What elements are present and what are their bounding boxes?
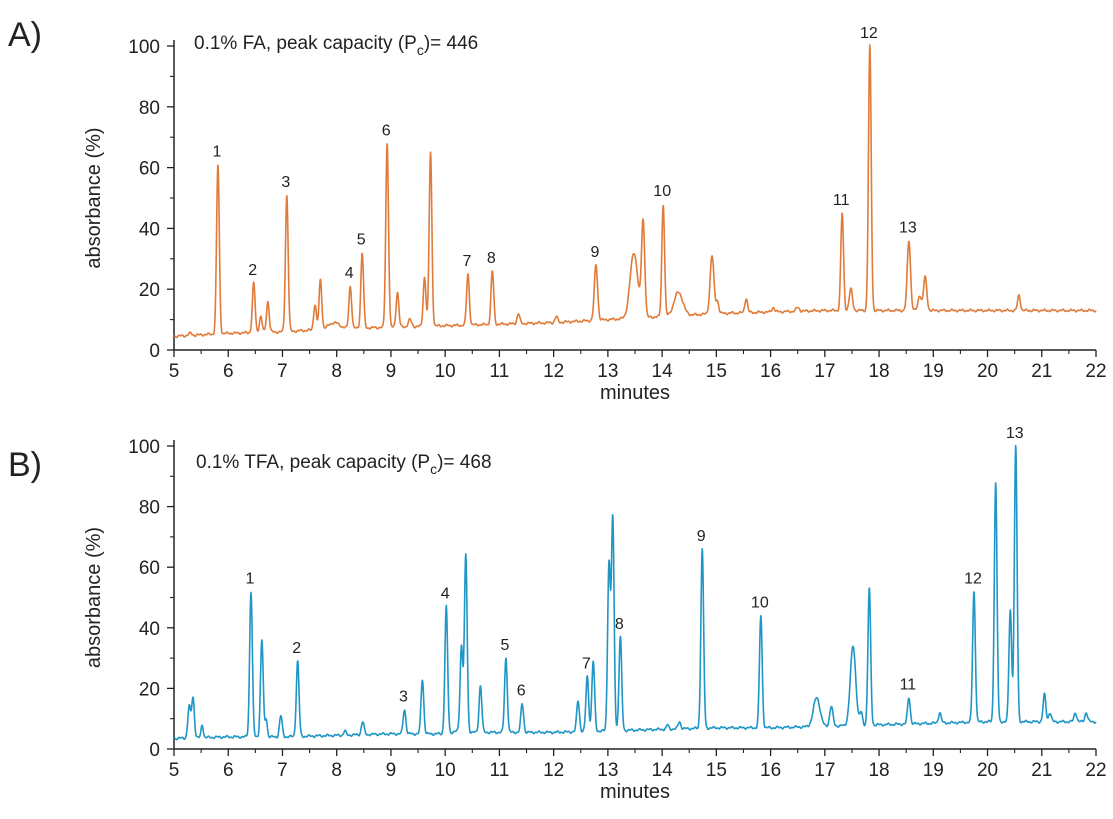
y-tick-label: 0 [149, 341, 160, 362]
peak-label: 7 [582, 655, 591, 672]
y-tick-label: 80 [139, 498, 160, 519]
peak-label: 2 [248, 262, 257, 279]
y-axis-label: absorbance (%) [83, 127, 105, 268]
peak-label: 10 [653, 183, 671, 200]
x-axis-label: minutes [600, 781, 670, 803]
peak-label: 7 [463, 253, 472, 270]
x-tick-label: 18 [868, 760, 889, 781]
x-tick-label: 15 [706, 760, 727, 781]
x-tick-label: 14 [652, 760, 674, 781]
x-tick-label: 17 [814, 760, 835, 781]
peak-label: 11 [900, 676, 917, 693]
peak-capacity-annotation: 0.1% FA, peak capacity (Pc)= 446 [194, 33, 478, 58]
peak-label: 6 [382, 122, 391, 139]
x-tick-label: 17 [814, 361, 835, 382]
y-tick-label: 100 [128, 437, 160, 458]
peak-label: 11 [833, 192, 850, 209]
y-tick-label: 100 [128, 37, 160, 58]
peak-label: 13 [1006, 425, 1024, 442]
peak-label: 1 [212, 144, 221, 161]
peak-label: 4 [345, 265, 354, 282]
y-tick-label: 60 [139, 159, 160, 180]
x-tick-label: 7 [277, 361, 288, 382]
y-tick-label: 40 [139, 219, 160, 240]
x-tick-label: 9 [386, 760, 397, 781]
x-tick-label: 11 [490, 361, 510, 382]
x-tick-label: 16 [760, 760, 781, 781]
x-tick-label: 16 [760, 361, 781, 382]
x-tick-label: 9 [386, 361, 397, 382]
x-tick-label: 19 [923, 361, 944, 382]
x-tick-label: 8 [331, 361, 342, 382]
peak-label: 8 [487, 250, 496, 267]
y-tick-label: 20 [139, 280, 160, 301]
x-tick-label: 12 [543, 361, 564, 382]
peak-label: 12 [860, 25, 878, 42]
peak-label: 12 [964, 570, 982, 587]
peak-label: 9 [590, 244, 599, 261]
x-tick-label: 6 [223, 760, 234, 781]
x-tick-label: 6 [223, 361, 234, 382]
y-tick-label: 20 [139, 679, 160, 700]
peak-label: 13 [899, 220, 917, 237]
x-tick-label: 11 [490, 760, 510, 781]
x-tick-label: 20 [977, 361, 998, 382]
peak-label: 1 [246, 570, 255, 587]
x-tick-label: 21 [1031, 760, 1052, 781]
peak-label: 5 [357, 232, 366, 249]
panel-letter: B) [8, 446, 42, 484]
x-tick-label: 15 [706, 361, 727, 382]
peak-label: 3 [281, 174, 290, 191]
x-tick-label: 5 [169, 361, 180, 382]
x-tick-label: 5 [169, 760, 180, 781]
x-tick-label: 18 [868, 361, 889, 382]
x-tick-label: 8 [331, 760, 342, 781]
chromatogram-trace [173, 444, 1097, 741]
chromatogram-trace [173, 44, 1097, 339]
panel-letter: A) [8, 16, 42, 54]
peak-label: 6 [517, 683, 526, 700]
x-tick-label: 12 [543, 760, 564, 781]
x-axis-label: minutes [600, 382, 670, 404]
peak-label: 4 [441, 586, 450, 603]
peak-label: 3 [399, 689, 408, 706]
peak-label: 10 [751, 595, 769, 612]
y-tick-label: 60 [139, 558, 160, 579]
x-tick-label: 22 [1085, 361, 1106, 382]
y-tick-label: 40 [139, 619, 160, 640]
x-tick-label: 13 [597, 760, 618, 781]
y-tick-label: 80 [139, 98, 160, 119]
x-tick-label: 14 [652, 361, 674, 382]
x-tick-label: 22 [1085, 760, 1106, 781]
x-tick-label: 19 [923, 760, 944, 781]
y-tick-label: 0 [149, 740, 160, 761]
peak-label: 5 [500, 637, 509, 654]
x-tick-label: 20 [977, 760, 998, 781]
peak-capacity-annotation: 0.1% TFA, peak capacity (Pc)= 468 [196, 452, 492, 477]
peak-label: 2 [292, 640, 301, 657]
x-tick-label: 7 [277, 760, 288, 781]
peak-label: 8 [615, 616, 624, 633]
chart-panel-b: B) 0.1% TFA, peak capacity (Pc)= 468 5 6 7 8 9… [8, 425, 1107, 803]
x-tick-label: 13 [597, 361, 618, 382]
peak-label: 9 [697, 528, 706, 545]
x-tick-label: 21 [1031, 361, 1052, 382]
y-axis-label: absorbance (%) [83, 527, 105, 668]
x-tick-label: 10 [435, 760, 456, 781]
x-tick-label: 10 [435, 361, 456, 382]
